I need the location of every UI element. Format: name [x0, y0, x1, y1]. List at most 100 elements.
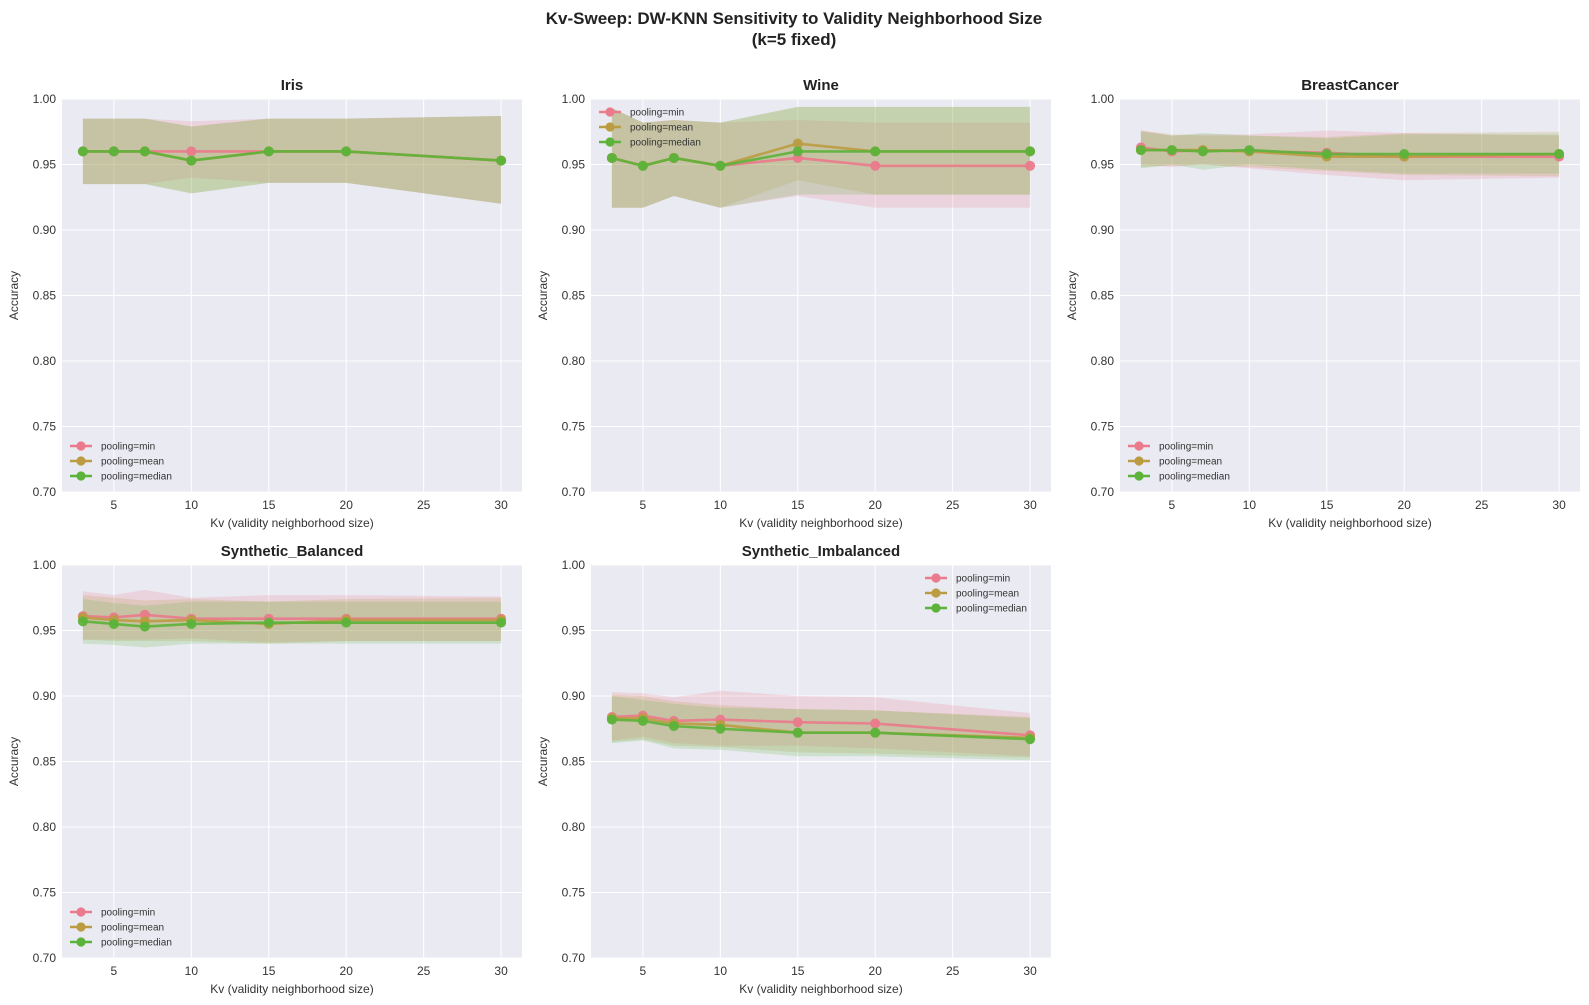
x-tick-label: 5 — [640, 964, 647, 978]
x-tick-label: 20 — [869, 498, 883, 512]
point-pooling-median — [1025, 734, 1036, 745]
subplot-wine: 0.70 0.75 0.80 0.85 0.90 0.95 1.00 5 10 15 20 25 30 W… — [536, 77, 1051, 530]
y-tick-label: 0.70 — [33, 951, 57, 965]
legend: pooling=min pooling=mean pooling=median — [70, 907, 172, 949]
figure-title-line1: Kv-Sweep: DW-KNN Sensitivity to Validity… — [546, 9, 1043, 28]
point-pooling-median — [341, 146, 352, 157]
x-tick-label: 30 — [1552, 498, 1566, 512]
band-pooling-median — [611, 696, 1031, 761]
x-tick-label: 5 — [111, 498, 118, 512]
point-pooling-median — [1244, 145, 1255, 156]
legend-swatch-marker — [605, 122, 615, 132]
point-pooling-median — [186, 155, 197, 166]
point-pooling-median — [637, 715, 648, 726]
y-axis-label: Accuracy — [1065, 271, 1079, 320]
point-pooling-median — [1321, 149, 1332, 160]
legend-swatch-marker — [605, 107, 615, 117]
y-tick-label: 1.00 — [33, 558, 57, 572]
x-tick-label: 15 — [791, 964, 805, 978]
legend: pooling=min pooling=mean pooling=median — [925, 573, 1027, 615]
point-pooling-median — [341, 617, 352, 628]
x-axis-label: Kv (validity neighborhood size) — [739, 516, 902, 530]
band-pooling-min — [82, 589, 502, 643]
point-pooling-median — [606, 714, 617, 725]
band-pooling-min — [82, 116, 502, 204]
y-tick-label: 0.90 — [1091, 223, 1115, 237]
y-tick-label: 0.85 — [33, 755, 57, 769]
x-tick-label: 25 — [946, 964, 960, 978]
x-tick-label: 30 — [1023, 498, 1037, 512]
band-pooling-mean — [82, 116, 502, 204]
legend-label: pooling=min — [101, 908, 155, 919]
legend-swatch-marker — [931, 603, 941, 613]
point-pooling-median — [792, 727, 803, 738]
y-tick-label: 0.75 — [1091, 420, 1115, 434]
point-pooling-median — [108, 618, 119, 629]
legend-label: pooling=median — [101, 472, 172, 483]
legend-swatch-marker — [76, 907, 86, 917]
y-tick-label: 0.95 — [33, 158, 57, 172]
y-tick-label: 0.80 — [1091, 354, 1115, 368]
y-tick-label: 0.70 — [33, 485, 57, 499]
y-tick-label: 0.80 — [562, 354, 586, 368]
y-tick-label: 0.75 — [562, 886, 586, 900]
subplot-title: BreastCancer — [1301, 77, 1399, 94]
subplot-title: Wine — [803, 77, 839, 94]
point-pooling-median — [1166, 145, 1177, 156]
point-pooling-median — [668, 152, 679, 163]
point-pooling-median — [715, 160, 726, 171]
point-pooling-median — [496, 617, 507, 628]
y-tick-label: 0.90 — [33, 689, 57, 703]
point-pooling-min — [870, 160, 881, 171]
legend-label: pooling=median — [1159, 472, 1230, 483]
point-pooling-median — [77, 146, 88, 157]
y-axis-label: Accuracy — [7, 271, 21, 320]
legend-label: pooling=min — [1159, 442, 1213, 453]
x-tick-label: 20 — [340, 498, 354, 512]
y-axis-label: Accuracy — [536, 271, 550, 320]
legend-swatch-marker — [1134, 471, 1144, 481]
legend-label: pooling=median — [101, 938, 172, 949]
legend-label: pooling=min — [956, 574, 1010, 585]
legend-swatch-marker — [76, 456, 86, 466]
x-tick-label: 5 — [640, 498, 647, 512]
point-pooling-mean — [792, 138, 803, 149]
legend-label: pooling=min — [101, 442, 155, 453]
legend-label: pooling=mean — [956, 589, 1019, 600]
point-pooling-median — [1197, 146, 1208, 157]
legend-swatch-marker — [76, 922, 86, 932]
y-tick-label: 0.95 — [562, 624, 586, 638]
subplot-synthetic-balanced: 0.70 0.75 0.80 0.85 0.90 0.95 1.00 5 10 15 20 25 30 S… — [7, 543, 522, 996]
legend-swatch-marker — [931, 588, 941, 598]
band-pooling-median — [82, 116, 502, 204]
point-pooling-median — [1025, 146, 1036, 157]
x-tick-label: 20 — [340, 964, 354, 978]
x-tick-label: 30 — [494, 964, 508, 978]
point-pooling-median — [263, 146, 274, 157]
point-pooling-median — [496, 155, 507, 166]
y-tick-label: 0.80 — [562, 820, 586, 834]
y-tick-label: 1.00 — [562, 558, 586, 572]
x-tick-label: 15 — [1320, 498, 1334, 512]
legend-swatch-marker — [931, 573, 941, 583]
legend-label: pooling=median — [956, 604, 1027, 615]
legend: pooling=min pooling=mean pooling=median — [1128, 441, 1230, 483]
x-tick-label: 20 — [1398, 498, 1412, 512]
x-tick-label: 25 — [417, 498, 431, 512]
x-tick-label: 5 — [1169, 498, 1176, 512]
subplot-title: Synthetic_Balanced — [221, 543, 364, 560]
band-pooling-mean — [611, 106, 1031, 208]
band-pooling-min — [611, 108, 1031, 208]
band-pooling-mean — [611, 694, 1031, 758]
x-axis-label: Kv (validity neighborhood size) — [210, 982, 373, 996]
legend-swatch-marker — [1134, 441, 1144, 451]
x-axis-label: Kv (validity neighborhood size) — [1268, 516, 1431, 530]
x-axis-label: Kv (validity neighborhood size) — [210, 516, 373, 530]
point-pooling-median — [1554, 149, 1565, 160]
x-axis-label: Kv (validity neighborhood size) — [739, 982, 902, 996]
point-pooling-min — [186, 146, 197, 157]
figure-title-line2: (k=5 fixed) — [752, 30, 837, 49]
point-pooling-median — [870, 146, 881, 157]
y-tick-label: 0.80 — [33, 354, 57, 368]
